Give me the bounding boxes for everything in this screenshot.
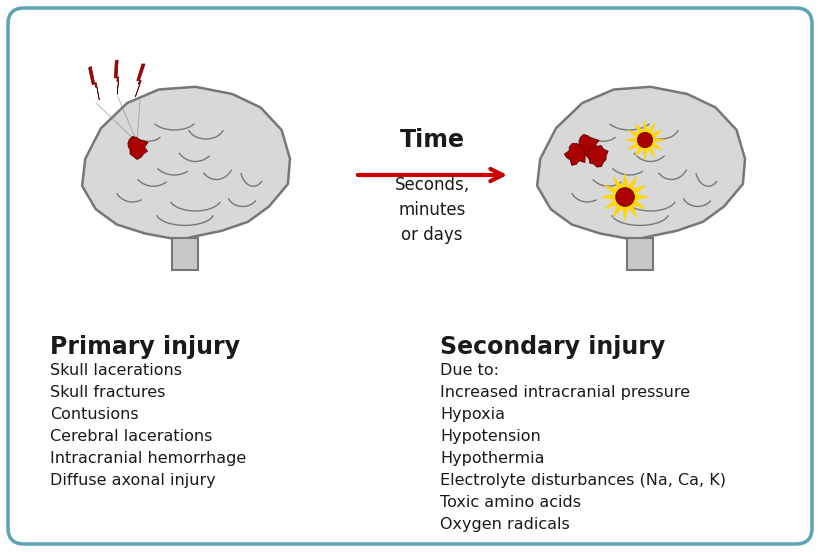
Text: Primary injury: Primary injury (50, 335, 240, 359)
Text: Toxic amino acids: Toxic amino acids (440, 495, 581, 510)
Text: Electrolyte disturbances (Na, Ca, K): Electrolyte disturbances (Na, Ca, K) (440, 473, 725, 488)
Text: Contusions: Contusions (50, 407, 138, 422)
Text: Intracranial hemorrhage: Intracranial hemorrhage (50, 451, 246, 466)
Polygon shape (627, 238, 652, 269)
Text: Diffuse axonal injury: Diffuse axonal injury (50, 473, 215, 488)
Text: Hypoxia: Hypoxia (440, 407, 505, 422)
Text: Skull lacerations: Skull lacerations (50, 363, 182, 378)
Text: Time: Time (399, 128, 464, 152)
Polygon shape (88, 66, 99, 100)
Polygon shape (624, 120, 664, 160)
Text: Hypothermia: Hypothermia (440, 451, 544, 466)
Text: Increased intracranial pressure: Increased intracranial pressure (440, 385, 690, 400)
Polygon shape (586, 146, 608, 167)
Polygon shape (600, 173, 648, 221)
FancyBboxPatch shape (8, 8, 811, 544)
Circle shape (636, 132, 652, 147)
Polygon shape (578, 134, 599, 157)
Polygon shape (128, 136, 148, 160)
Text: Seconds,
minutes
or days: Seconds, minutes or days (394, 176, 469, 244)
Polygon shape (172, 238, 197, 269)
Text: Skull fractures: Skull fractures (50, 385, 165, 400)
Text: Oxygen radicals: Oxygen radicals (440, 517, 569, 532)
Polygon shape (82, 87, 290, 240)
Circle shape (615, 188, 634, 206)
Polygon shape (135, 64, 145, 97)
Polygon shape (563, 143, 585, 166)
Text: Cerebral lacerations: Cerebral lacerations (50, 429, 212, 444)
Polygon shape (115, 60, 119, 94)
Text: Secondary injury: Secondary injury (440, 335, 664, 359)
Text: Hypotension: Hypotension (440, 429, 540, 444)
Polygon shape (536, 87, 744, 240)
Text: Due to:: Due to: (440, 363, 499, 378)
